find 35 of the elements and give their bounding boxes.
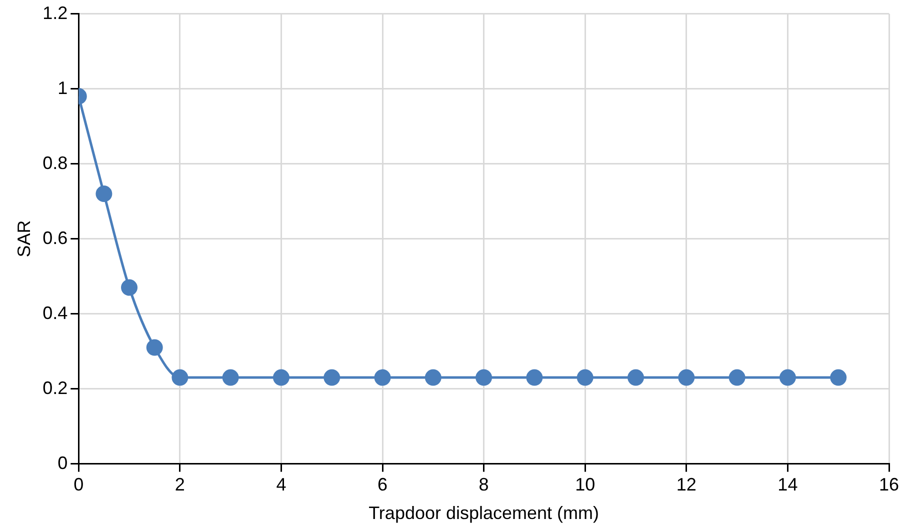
point: [96, 186, 112, 202]
y-tick-label: 0: [58, 452, 68, 473]
point: [830, 369, 847, 386]
point: [476, 369, 492, 386]
y-tick-label: 0.2: [42, 378, 68, 398]
y-tick-label: 0.6: [42, 228, 68, 248]
point: [424, 369, 442, 386]
point: [678, 369, 695, 386]
point: [728, 369, 746, 386]
x-tick-label: 2: [174, 474, 185, 495]
x-tick-label: 16: [878, 474, 900, 495]
x-axis-title: Trapdoor displacement (mm): [368, 503, 600, 524]
point: [628, 369, 644, 386]
point: [222, 369, 239, 386]
y-tick-label: 1.2: [42, 2, 68, 23]
point: [779, 369, 796, 386]
point: [576, 369, 594, 386]
x-tick-label: 10: [575, 474, 596, 495]
point: [526, 369, 543, 386]
point: [121, 279, 138, 296]
y-axis-title: SAR: [14, 220, 34, 258]
x-tick-label: 4: [276, 474, 286, 495]
point: [272, 369, 290, 386]
y-tick-label: 1: [58, 78, 68, 98]
x-tick-label: 6: [378, 474, 388, 495]
point: [324, 369, 340, 386]
x-tick-label: 14: [778, 474, 798, 495]
x-tick-label: 0: [74, 474, 84, 495]
y-tick-label: 0.4: [42, 302, 68, 323]
point: [172, 369, 188, 386]
x-tick-label: 8: [478, 474, 489, 495]
point: [146, 339, 163, 356]
x-tick-label: 12: [676, 474, 696, 495]
y-tick-label: 0.8: [42, 152, 68, 173]
point: [374, 369, 391, 386]
